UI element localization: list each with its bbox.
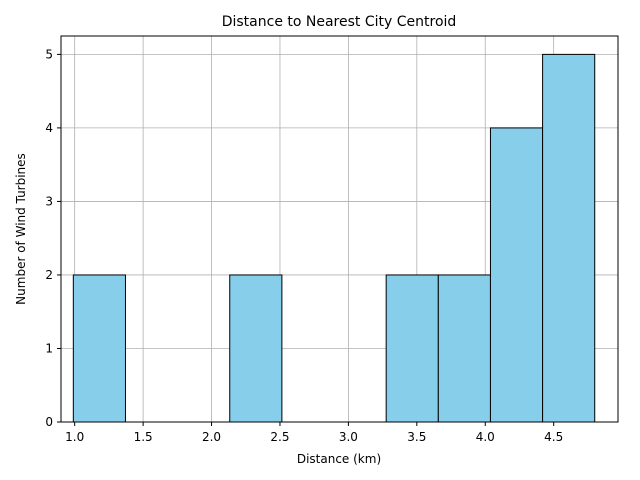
- x-tick-label: 2.0: [202, 430, 221, 444]
- y-tick-label: 3: [45, 194, 53, 208]
- x-axis-ticks: 1.0 1.5 2.0 2.5 3.0 3.5 4.0 4.5: [65, 422, 563, 444]
- x-tick-label: 1.0: [65, 430, 84, 444]
- x-axis-title: Distance (km): [297, 452, 381, 466]
- y-tick-label: 4: [45, 121, 53, 135]
- y-tick-label: 1: [45, 341, 53, 355]
- x-tick-label: 4.5: [544, 430, 563, 444]
- x-tick-label: 2.5: [270, 430, 289, 444]
- plot-area-frame: [60, 35, 619, 423]
- histogram-bars: [72, 53, 596, 423]
- y-axis-title: Number of Wind Turbines: [14, 153, 28, 305]
- x-tick-label: 3.0: [339, 430, 358, 444]
- histogram-bar: [542, 53, 596, 423]
- y-tick-label: 2: [45, 268, 53, 282]
- x-tick-label: 4.0: [476, 430, 495, 444]
- y-axis-ticks: 0 1 2 3 4 5: [45, 47, 61, 429]
- histogram-bar: [72, 274, 126, 423]
- histogram-bar: [385, 274, 439, 423]
- x-tick-label: 1.5: [134, 430, 153, 444]
- histogram-bar: [229, 274, 283, 423]
- y-tick-label: 5: [45, 47, 53, 61]
- y-tick-label: 0: [45, 415, 53, 429]
- histogram-bar: [489, 127, 544, 423]
- chart-title: Distance to Nearest City Centroid: [222, 14, 457, 30]
- histogram-bar: [437, 274, 491, 423]
- x-tick-label: 3.5: [407, 430, 426, 444]
